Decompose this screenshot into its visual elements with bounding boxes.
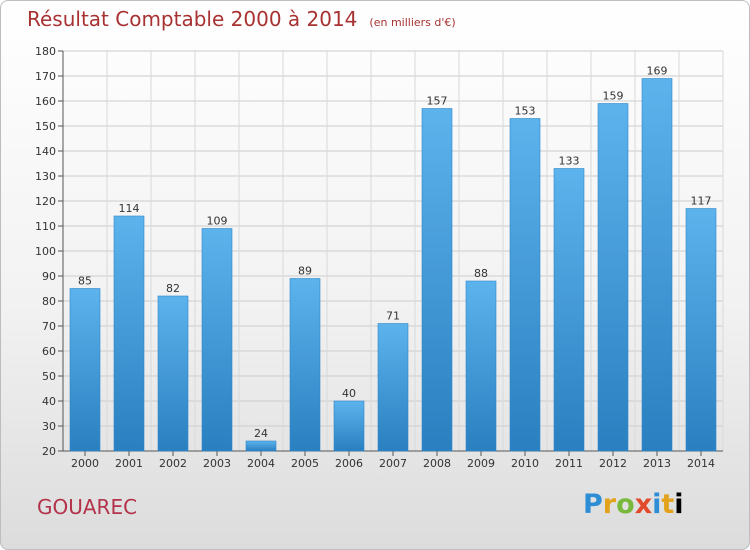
data-label: 85 xyxy=(78,275,92,288)
data-label: 114 xyxy=(119,202,140,215)
x-tick-label: 2006 xyxy=(335,457,363,470)
data-label: 71 xyxy=(386,310,400,323)
y-tick-label: 170 xyxy=(35,70,56,83)
y-tick-label: 130 xyxy=(35,170,56,183)
chart-title-text: Résultat Comptable 2000 à 2014 xyxy=(27,7,358,31)
y-tick-label: 140 xyxy=(35,145,56,158)
y-tick-label: 120 xyxy=(35,195,56,208)
logo-letter: i xyxy=(674,489,684,520)
data-label: 40 xyxy=(342,387,356,400)
x-tick-label: 2005 xyxy=(291,457,319,470)
data-label: 133 xyxy=(559,155,580,168)
logo-letter: P xyxy=(583,489,603,520)
x-tick-label: 2003 xyxy=(203,457,231,470)
bar xyxy=(245,440,277,452)
data-label: 117 xyxy=(691,195,712,208)
bar xyxy=(553,168,585,452)
x-tick-label: 2000 xyxy=(71,457,99,470)
data-label: 89 xyxy=(298,265,312,278)
x-tick-label: 2004 xyxy=(247,457,275,470)
bar xyxy=(333,400,365,452)
chart-title: Résultat Comptable 2000 à 2014 (en millie… xyxy=(27,7,456,31)
data-label: 153 xyxy=(515,105,536,118)
y-tick-label: 160 xyxy=(35,95,56,108)
logo-letter: x xyxy=(634,489,653,520)
bar xyxy=(113,215,145,452)
bar xyxy=(201,228,233,452)
x-tick-label: 2007 xyxy=(379,457,407,470)
logo-letter: i xyxy=(652,489,662,520)
bar xyxy=(421,108,453,452)
bar xyxy=(685,208,717,452)
x-tick-label: 2009 xyxy=(467,457,495,470)
y-tick-label: 50 xyxy=(42,370,56,383)
bar xyxy=(465,280,497,452)
logo-letter: o xyxy=(616,489,635,520)
x-tick-label: 2012 xyxy=(599,457,627,470)
y-tick-label: 100 xyxy=(35,245,56,258)
data-label: 24 xyxy=(254,427,268,440)
x-tick-label: 2011 xyxy=(555,457,583,470)
labels: 85 114 82 109 24 89 40 71 157 88 153 133 159 169 117 xyxy=(78,65,712,441)
bar xyxy=(377,323,409,452)
data-label: 169 xyxy=(647,65,668,78)
bar xyxy=(289,278,321,452)
y-tick-label: 90 xyxy=(42,270,56,283)
bars xyxy=(69,78,717,452)
chart-unit: (en milliers d'€) xyxy=(369,16,456,29)
x-tick-label: 2008 xyxy=(423,457,451,470)
bar xyxy=(69,288,101,452)
logo-letter: t xyxy=(661,489,675,520)
y-tick-label: 30 xyxy=(42,420,56,433)
bar xyxy=(641,78,673,452)
proxiti-logo[interactable]: Proxiti xyxy=(583,489,684,520)
data-label: 88 xyxy=(474,267,488,280)
y-tick-label: 20 xyxy=(42,445,56,458)
y-tick-label: 40 xyxy=(42,395,56,408)
bar xyxy=(157,295,189,452)
x-tick-label: 2010 xyxy=(511,457,539,470)
y-tick-label: 150 xyxy=(35,120,56,133)
y-tick-label: 180 xyxy=(35,45,56,58)
y-tick-label: 80 xyxy=(42,295,56,308)
x-tick-label: 2014 xyxy=(687,457,715,470)
data-label: 82 xyxy=(166,282,180,295)
x-tick-label: 2013 xyxy=(643,457,671,470)
logo-letter: r xyxy=(602,489,617,520)
x-tick-label: 2001 xyxy=(115,457,143,470)
data-label: 109 xyxy=(207,215,228,228)
data-label: 157 xyxy=(427,95,448,108)
data-label: 159 xyxy=(603,90,624,103)
bar xyxy=(597,103,629,452)
y-tick-label: 110 xyxy=(35,220,56,233)
x-tick-label: 2002 xyxy=(159,457,187,470)
y-tick-label: 60 xyxy=(42,345,56,358)
commune-name: GOUAREC xyxy=(37,495,138,519)
bar xyxy=(509,118,541,452)
y-tick-label: 70 xyxy=(42,320,56,333)
